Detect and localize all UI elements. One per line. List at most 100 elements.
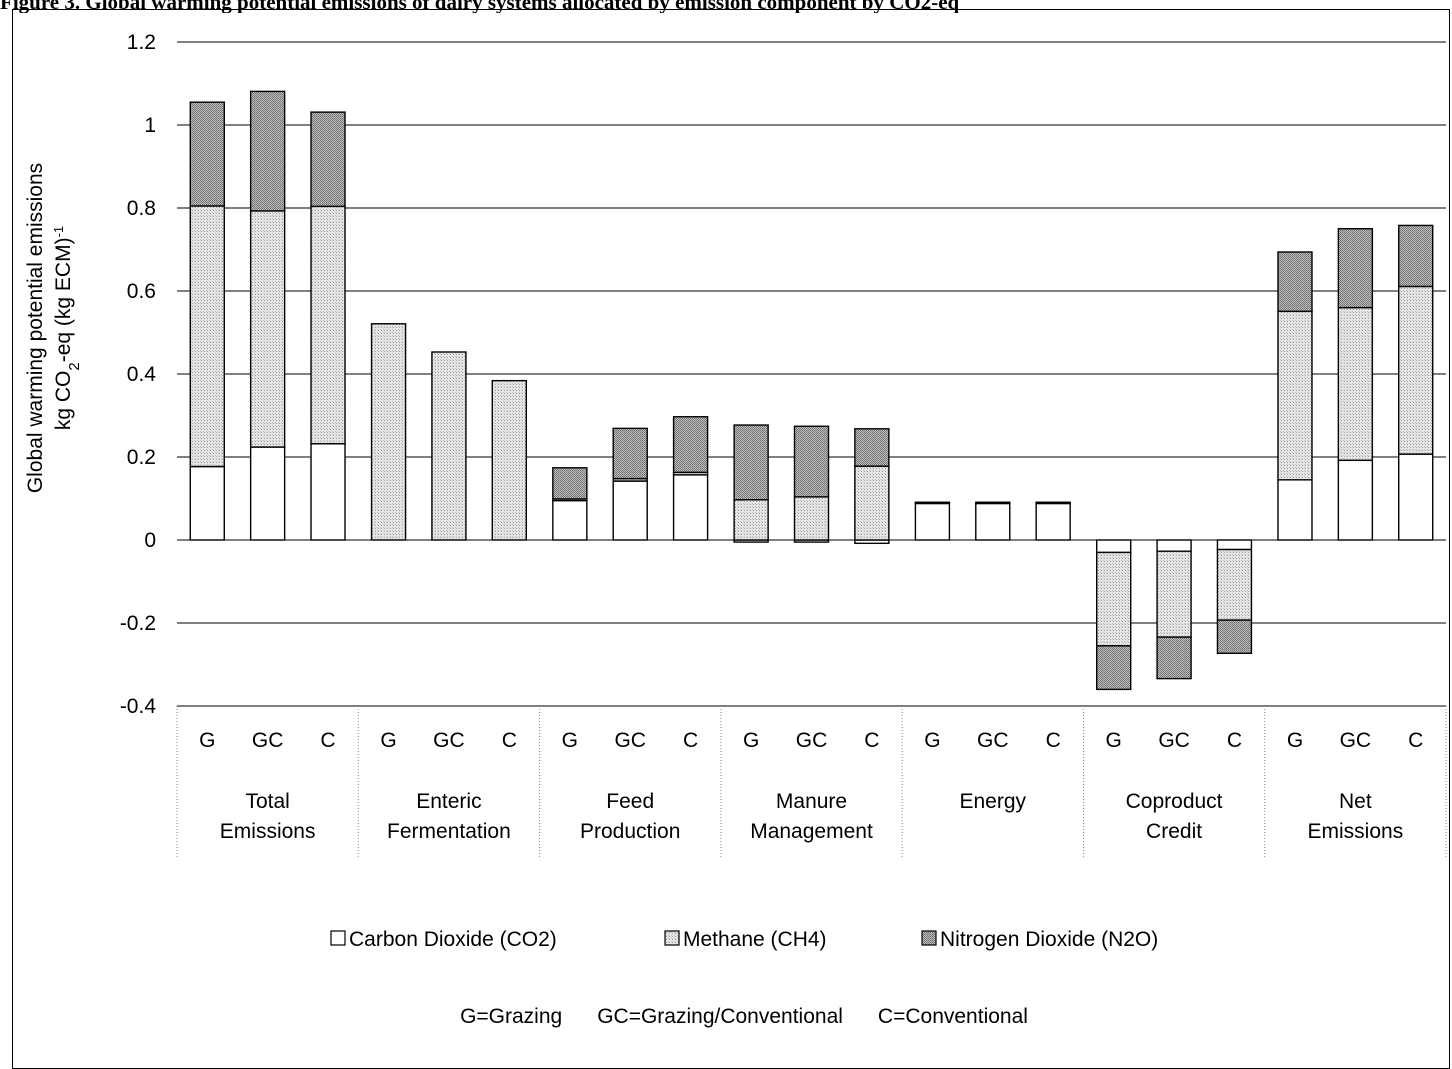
group-label: Energy [960,790,1027,813]
subcategory-label: GC [614,729,646,752]
bar-segment [310,205,346,445]
legend-swatch [664,930,680,946]
subcategory-label: G [924,729,940,752]
bar-segment [612,427,648,480]
legend-label: Nitrogen Dioxide (N2O) [940,928,1158,951]
bar-segment [1096,645,1132,691]
bar-segment [1398,224,1434,288]
bar-segment [793,496,830,541]
subcategory-label: C [864,729,879,752]
bar-segment [1277,251,1313,313]
subcategory-label: GC [977,729,1009,752]
subcategory-label: G [1106,729,1122,752]
bar-segment [1337,306,1374,462]
bar-segment [793,425,830,498]
bar-segment [370,323,407,541]
bar-segment [491,379,527,541]
subcategory-label: G [1287,729,1303,752]
bar-segment [733,424,769,501]
bar-segment [914,502,951,541]
subcategory-label: G [743,729,759,752]
group-label: Emissions [220,820,316,843]
subcategory-label: C [683,729,698,752]
bar-segment [1216,539,1253,551]
bar-segment [1277,479,1313,541]
bar-segment [1096,539,1132,554]
axes: -0.4 -0.2 0 0.2 0.4 0.6 0.8 1 1.2 [120,31,157,718]
group-label: Coproduct [1126,790,1223,813]
y-tick-label: 1.2 [127,31,156,54]
bar-segment [552,467,588,500]
bar-segment [854,465,890,541]
legend-swatch [330,930,346,946]
bar-segment [672,474,709,541]
subcategory-label: GC [252,729,284,752]
y-tick-label: 0.4 [127,363,157,386]
group-label: Fermentation [387,820,511,843]
subcategory-label: C [320,729,335,752]
y-tick-label: -0.4 [120,695,157,718]
ylabel-line2: kg CO2-eq (kg ECM)-1 [51,226,83,430]
bar-segment [189,465,225,541]
bar-segment [1398,285,1434,455]
bar-segment [854,428,890,467]
bar-segment [189,205,225,468]
group-label: Emissions [1308,820,1404,843]
subcategory-label: GC [796,729,828,752]
bar-segment [249,446,286,541]
bar-segment [310,111,346,208]
subcategory-label: GC [1340,729,1372,752]
bars [189,90,1434,691]
group-label: Production [580,820,680,843]
legend-label: Carbon Dioxide (CO2) [349,928,557,951]
gridlines [177,41,1446,707]
bar-segment [1337,228,1374,309]
bar-segment [1277,310,1313,481]
bar-segment [914,501,951,505]
group-label: Manure [776,790,847,813]
subcategory-label: G [380,729,396,752]
y-tick-label: -0.2 [120,612,156,635]
bar-segment [1216,619,1253,654]
bar-segment [733,499,769,541]
bar-segment [672,416,709,474]
bar-segment [552,499,588,541]
y-tick-label: 1 [144,114,156,137]
y-tick-label: 0 [144,529,156,552]
subcategory-label: C [1046,729,1061,752]
bar-segment [1156,539,1192,552]
bar-segment [1337,459,1374,541]
group-label: Management [750,820,873,843]
bar-segment [1156,636,1192,680]
y-axis-title: Global warming potential emissions kg CO… [24,163,83,493]
group-label: Net [1339,790,1372,813]
legend-swatch [921,930,937,946]
subcategory-label: C [502,729,517,752]
bar-segment [189,101,225,207]
bar-segment [249,90,286,212]
bar-segment [975,502,1011,541]
bar-segment [310,443,346,541]
ylabel-line1: Global warming potential emissions [24,163,47,493]
bar-segment [612,480,648,541]
legend-note: G=Grazing GC=Grazing/Conventional C=Conv… [460,1005,1028,1028]
bar-segment [1216,548,1253,621]
subcategory-label: GC [433,729,465,752]
group-label: Feed [606,790,654,813]
legend: Carbon Dioxide (CO2) Methane (CH4) Nitroge… [330,928,1158,1028]
bar-segment [249,210,286,448]
bar-segment [1156,550,1192,638]
bar-segment [1096,551,1132,647]
bar-segment [431,351,467,541]
bar-segment [975,501,1011,505]
y-tick-label: 0.2 [127,446,156,469]
bar-segment [1035,502,1071,541]
subcategory-label: C [1408,729,1423,752]
group-label: Total [245,790,289,813]
subcategory-label: C [1227,729,1242,752]
bar-segment [1035,501,1071,505]
legend-label: Methane (CH4) [683,928,827,951]
y-tick-label: 0.6 [127,280,156,303]
